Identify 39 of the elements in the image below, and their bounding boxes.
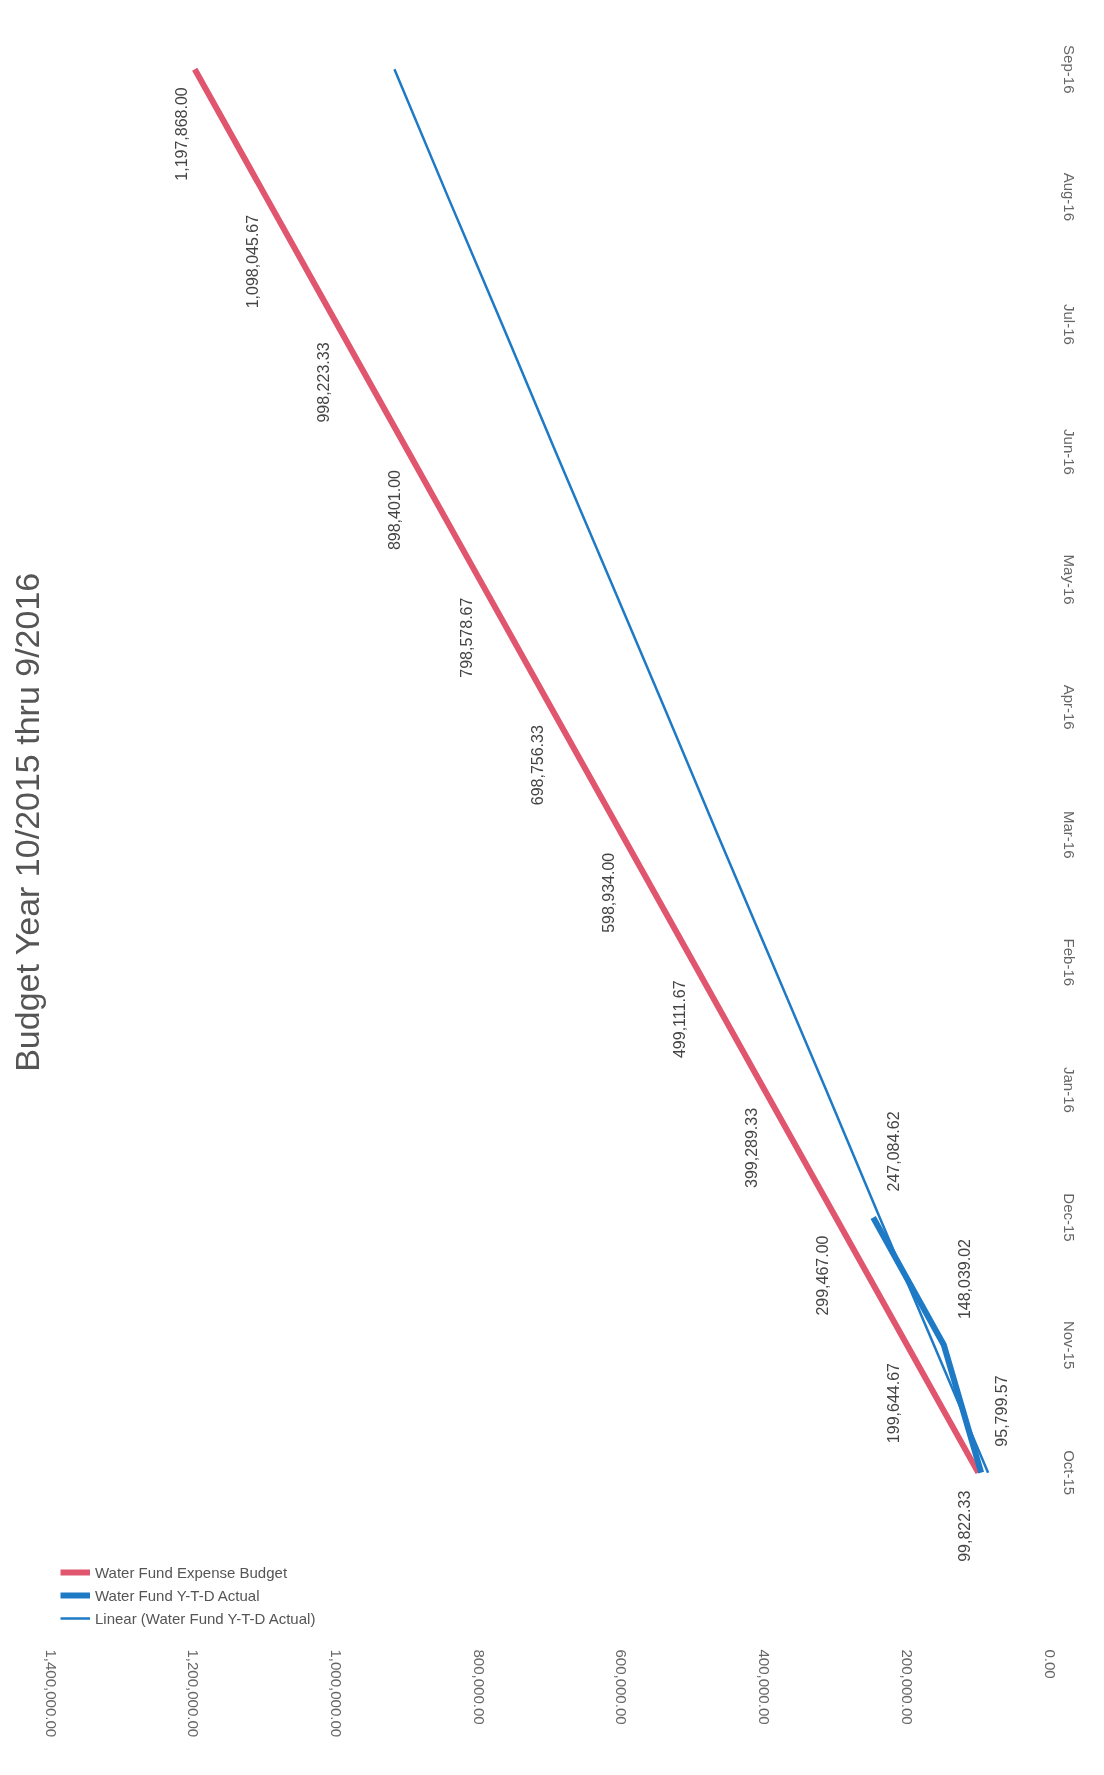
data-label: 95,799.57 xyxy=(993,1375,1011,1447)
y-tick-label: Sep-16 xyxy=(1060,45,1078,94)
x-tick-label: 0.00 xyxy=(1041,1649,1059,1679)
data-label: 598,934.00 xyxy=(600,852,618,933)
x-tick-label: 1,200,000.00 xyxy=(185,1649,203,1738)
data-label: 798,578.67 xyxy=(457,597,475,678)
data-label: 998,223.33 xyxy=(315,342,333,423)
legend-label: Water Fund Expense Budget xyxy=(95,1563,288,1581)
x-tick-label: 800,000.00 xyxy=(470,1649,488,1725)
legend-label: Linear (Water Fund Y-T-D Actual) xyxy=(95,1609,316,1627)
y-tick-label: Dec-15 xyxy=(1060,1193,1078,1242)
y-tick-label: Jan-16 xyxy=(1060,1066,1078,1113)
y-tick-label: May-16 xyxy=(1060,554,1078,605)
x-tick-label: 600,000.00 xyxy=(613,1649,631,1725)
data-label: 1,197,868.00 xyxy=(172,87,190,181)
y-tick-label: Nov-15 xyxy=(1060,1320,1078,1370)
x-tick-label: 1,000,000.00 xyxy=(327,1649,345,1738)
data-label: 898,401.00 xyxy=(386,469,404,551)
data-label: 1,098,045.67 xyxy=(243,214,261,309)
legend-label: Water Fund Y-T-D Actual xyxy=(95,1586,260,1604)
y-tick-label: Apr-16 xyxy=(1060,684,1078,730)
y-tick-label: Aug-16 xyxy=(1060,172,1078,222)
y-tick-label: Feb-16 xyxy=(1060,938,1078,987)
x-tick-label: 1,400,000.00 xyxy=(42,1649,60,1738)
y-tick-label: Jun-16 xyxy=(1060,429,1078,475)
data-label: 499,111.67 xyxy=(671,980,689,1059)
data-label: 299,467.00 xyxy=(813,1235,831,1316)
data-label: 148,039.02 xyxy=(955,1238,973,1320)
data-label: 199,644.67 xyxy=(885,1362,903,1444)
data-label: 99,822.33 xyxy=(956,1490,974,1562)
data-label: 247,084.62 xyxy=(885,1111,903,1192)
data-label: 698,756.33 xyxy=(528,725,546,806)
text: Budget Year 10/2015 thru 9/2016 xyxy=(7,572,46,1072)
y-tick-label: Oct-15 xyxy=(1060,1450,1078,1496)
data-label: 399,289.33 xyxy=(742,1107,760,1188)
y-tick-label: Mar-16 xyxy=(1060,811,1078,859)
x-tick-label: 200,000.00 xyxy=(898,1649,916,1725)
y-tick-label: Jul-16 xyxy=(1060,304,1078,345)
x-tick-label: 400,000.00 xyxy=(756,1649,774,1725)
